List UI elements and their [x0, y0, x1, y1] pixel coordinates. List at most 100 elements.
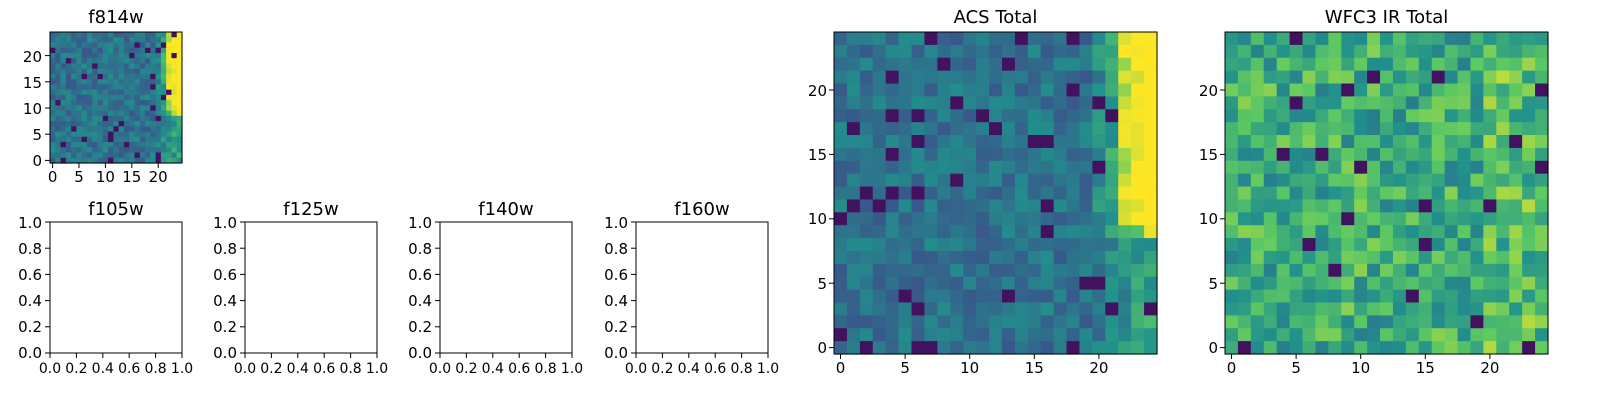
wfc3-ir-total-heatmap-cell — [1276, 289, 1291, 304]
acs-total-heatmap-cell — [1079, 44, 1093, 59]
f814w-heatmap-cell — [123, 147, 130, 154]
wfc3-ir-total-heatmap-cell — [1276, 199, 1291, 213]
wfc3-ir-total-heatmap-cell — [1302, 225, 1317, 239]
wfc3-ir-total-heatmap-cell — [1276, 147, 1291, 162]
f814w-heatmap-cell — [108, 37, 114, 44]
wfc3-ir-total-heatmap-cell — [1457, 186, 1472, 201]
f814w-heatmap-cell — [60, 157, 67, 164]
wfc3-ir-total-heatmap-cell — [1237, 147, 1252, 162]
f814w-heatmap-cell — [171, 52, 178, 59]
wfc3-ir-total-heatmap-cell — [1496, 238, 1510, 252]
wfc3-ir-total-heatmap-cell — [1418, 238, 1433, 252]
acs-total-heatmap-cell — [1001, 212, 1016, 226]
acs-total-heatmap-cell — [1105, 276, 1119, 291]
wfc3-ir-total-heatmap-cell — [1302, 315, 1317, 329]
f814w-heatmap-cell — [139, 115, 146, 122]
wfc3-ir-total-heatmap-cell — [1225, 225, 1239, 239]
acs-total-heatmap-cell — [911, 57, 926, 72]
f814w-heatmap-cell — [50, 52, 56, 59]
acs-total-heatmap-cell — [859, 238, 874, 252]
acs-total-heatmap-cell — [1105, 186, 1119, 201]
wfc3-ir-total-heatmap-cell — [1405, 147, 1420, 162]
f814w-heatmap-cell — [108, 73, 114, 80]
f814w-heatmap-cell — [86, 63, 93, 70]
f814w-heatmap-cell — [139, 142, 146, 148]
wfc3-ir-total-heatmap-cell — [1341, 109, 1355, 123]
acs-total-heatmap-cell — [976, 250, 990, 265]
wfc3-ir-total-heatmap-cell — [1522, 238, 1536, 252]
f814w-heatmap-cell — [81, 152, 88, 159]
wfc3-ir-total-heatmap-cell — [1380, 173, 1394, 188]
acs-total-heatmap-cell — [859, 199, 874, 213]
f814w-heatmap-cell — [166, 73, 173, 80]
f105w-xtick-label: 1.0 — [171, 361, 193, 377]
f814w-heatmap-cell — [71, 110, 77, 117]
acs-total-heatmap-cell — [1040, 32, 1055, 46]
acs-total-heatmap-cell — [976, 122, 990, 136]
f814w-heatmap-cell — [145, 47, 151, 54]
acs-total-heatmap-cell — [924, 122, 938, 136]
f814w-heatmap-cell — [118, 147, 125, 154]
acs-total-heatmap-cell — [1144, 315, 1158, 329]
acs-total-heatmap-cell — [872, 32, 887, 46]
f105w-xticks: 0.0 0.2 0.4 0.6 0.8 1.0 — [39, 353, 193, 377]
acs-total-heatmap-cell — [872, 109, 887, 123]
acs-total-heatmap-cell — [859, 122, 874, 136]
wfc3-ir-total-heatmap-cell — [1509, 199, 1523, 213]
f814w-heatmap-cell — [145, 79, 151, 85]
wfc3-ir-total-heatmap-cell — [1509, 109, 1523, 123]
f814w-heatmap-cell — [86, 58, 93, 65]
f814w-heatmap-cell — [60, 142, 67, 148]
f814w-heatmap-cell — [123, 105, 130, 112]
wfc3-ir-total-heatmap-cell — [1276, 263, 1291, 278]
wfc3-ir-total-heatmap-cell — [1535, 276, 1549, 291]
wfc3-ir-total-heatmap-cell — [1392, 250, 1407, 265]
wfc3-ir-total-heatmap-cell — [1341, 302, 1355, 316]
f814w-heatmap-cell — [150, 84, 157, 91]
acs-total-heatmap-cell — [885, 315, 900, 329]
f814w-heatmap-cell — [171, 79, 178, 85]
f814w-heatmap-cell — [60, 100, 67, 106]
wfc3-ir-total-heatmap-cell — [1509, 57, 1523, 72]
wfc3-ir-total-heatmap-cell — [1418, 302, 1433, 316]
wfc3-ir-total-heatmap-cell — [1380, 315, 1394, 329]
f814w-heatmap-cell — [97, 121, 104, 127]
wfc3-ir-total-heatmap-cell — [1483, 83, 1497, 97]
wfc3-ir-total-heatmap-cell — [1431, 32, 1446, 46]
f814w-heatmap-cell — [55, 47, 62, 54]
wfc3-ir-total-heatmap-cell — [1276, 186, 1291, 201]
f814w-heatmap-cell — [108, 68, 114, 75]
acs-total-heatmap-cell — [911, 341, 926, 355]
acs-total-heatmap-cell — [1144, 289, 1158, 304]
f814w-heatmap-cell — [166, 84, 173, 91]
wfc3-ir-total-heatmap-cell — [1457, 122, 1472, 136]
f814w-heatmap-cell — [113, 121, 120, 127]
wfc3-ir-total-heatmap-cell — [1263, 32, 1278, 46]
acs-total-heatmap-cell — [924, 83, 938, 97]
wfc3-ir-total-heatmap-cell — [1367, 173, 1381, 188]
acs-total-heatmap-cell — [911, 70, 926, 85]
f814w-heatmap-cell — [134, 100, 141, 106]
wfc3-ir-total-heatmap-cell — [1392, 341, 1407, 355]
wfc3-ir-total-heatmap-cell — [1341, 160, 1355, 175]
f105w-ytick-label: 0.8 — [18, 240, 42, 258]
wfc3-ir-total-heatmap-cell — [1522, 44, 1536, 59]
acs-total-heatmap-cell — [1001, 263, 1016, 278]
f814w-heatmap-cell — [76, 131, 83, 138]
wfc3-ir-total-heatmap-cell — [1392, 328, 1407, 342]
acs-total-heatmap-cell — [1066, 122, 1081, 136]
f814w-heatmap-cell — [108, 32, 114, 38]
f814w-heatmap-cell — [55, 73, 62, 80]
f814w-heatmap-cell — [55, 42, 62, 49]
wfc3-ir-total-heatmap-cell — [1392, 173, 1407, 188]
wfc3-ir-total-heatmap-cell — [1392, 263, 1407, 278]
f814w-heatmap-cell — [123, 121, 130, 127]
f814w-heatmap-cell — [134, 52, 141, 59]
f814w-heatmap-cell — [97, 100, 104, 106]
f814w-heatmap-cell — [123, 152, 130, 159]
acs-total-heatmap-cell — [950, 57, 964, 72]
acs-total-heatmap-cell — [872, 315, 887, 329]
f814w-heatmap-cell — [60, 126, 67, 133]
f814w-heatmap-cell — [145, 73, 151, 80]
acs-total-heatmap-cell — [872, 96, 887, 110]
